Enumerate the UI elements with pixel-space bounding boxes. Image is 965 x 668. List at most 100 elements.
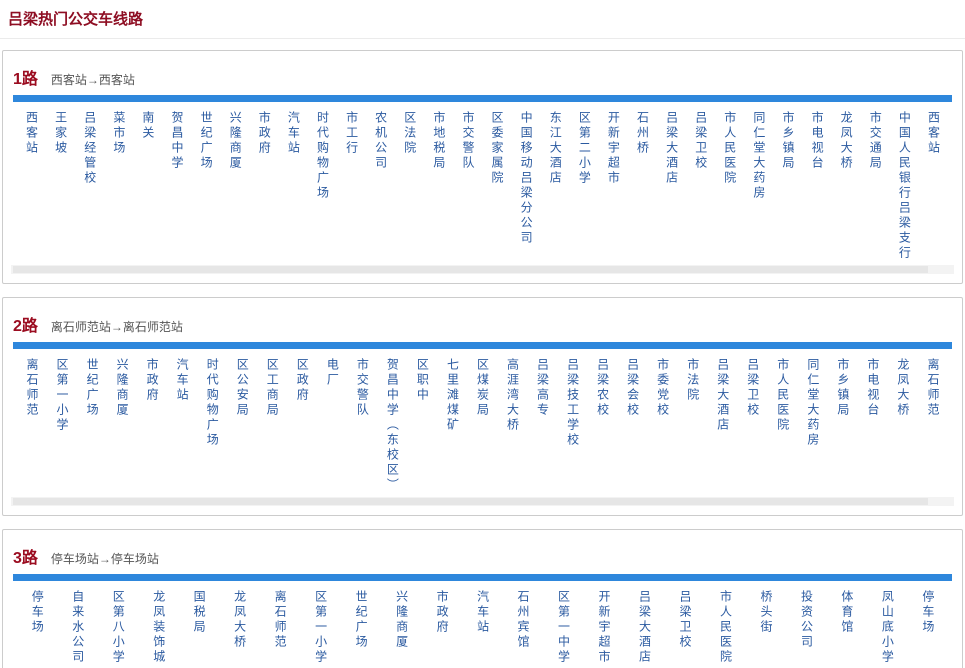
station-name[interactable]: 电厂 — [325, 358, 340, 388]
station-name[interactable]: 西客站 — [24, 111, 39, 156]
station-name[interactable]: 区工商局 — [265, 358, 280, 418]
station-name[interactable]: 农机公司 — [373, 111, 388, 171]
station-name[interactable]: 停车场 — [30, 590, 45, 635]
station-name[interactable]: 龙凤大桥 — [232, 590, 247, 650]
station-name[interactable]: 市乡镇局 — [780, 111, 795, 171]
station-name[interactable]: 市交警队 — [460, 111, 475, 171]
station-name[interactable]: 开新宇超市 — [606, 111, 621, 186]
route-number[interactable]: 3路 — [13, 550, 38, 567]
station-name[interactable]: 停车场 — [920, 590, 935, 635]
station-name[interactable]: 中国人民银行吕梁支行 — [897, 111, 912, 261]
station-name[interactable]: 市人民医院 — [722, 111, 737, 186]
station-name[interactable]: 时代购物广场 — [205, 358, 220, 448]
station-name[interactable]: 吕梁卫校 — [745, 358, 760, 418]
station-name[interactable]: 石州宾馆 — [516, 590, 531, 650]
station-name[interactable]: 市电视台 — [810, 111, 825, 171]
station-name[interactable]: 吕梁大酒店 — [664, 111, 679, 186]
station-name[interactable]: 离石师范 — [273, 590, 288, 650]
station-name[interactable]: 汽车站 — [175, 358, 190, 403]
station-name[interactable]: 吕梁技工学校 — [565, 358, 580, 448]
station-name[interactable]: 时代购物广场 — [315, 111, 330, 201]
station-name[interactable]: 市法院 — [685, 358, 700, 403]
station-name[interactable]: 龙凤大桥 — [895, 358, 910, 418]
station-name[interactable]: 中国移动吕梁分公司 — [519, 111, 534, 246]
station-name[interactable]: 兴隆商厦 — [394, 590, 409, 650]
station-name[interactable]: 区法院 — [402, 111, 417, 156]
station-name[interactable]: 东江大酒店 — [548, 111, 563, 186]
route-direction: 停车场站→停车场站 — [50, 552, 159, 566]
station-name[interactable]: 开新宇超市 — [597, 590, 612, 665]
station-name[interactable]: 离石师范 — [25, 358, 40, 418]
station-name[interactable]: 吕梁经管校 — [82, 111, 97, 186]
station-name[interactable]: 市委党校 — [655, 358, 670, 418]
horizontal-scrollbar[interactable] — [11, 265, 954, 274]
station-name[interactable]: 国税局 — [192, 590, 207, 635]
station-name[interactable]: 市政府 — [145, 358, 160, 403]
route-header: 2路 离石师范站→离石师范站 — [3, 298, 962, 342]
station-name[interactable]: 吕梁会校 — [625, 358, 640, 418]
station-name[interactable]: 汽车站 — [475, 590, 490, 635]
station-name[interactable]: 高涯湾大桥 — [505, 358, 520, 433]
station-name[interactable]: 吕梁卫校 — [677, 590, 692, 650]
station-name[interactable]: 吕梁高专 — [535, 358, 550, 418]
scrollbar-thumb[interactable] — [13, 498, 928, 505]
station-name[interactable]: 离石师范 — [925, 358, 940, 418]
station-name[interactable]: 市电视台 — [865, 358, 880, 418]
station-name[interactable]: 同仁堂大药房 — [751, 111, 766, 201]
station-name[interactable]: 区委家属院 — [490, 111, 505, 186]
station-name[interactable]: 市地税局 — [431, 111, 446, 171]
station-name[interactable]: 世纪广场 — [85, 358, 100, 418]
station-name[interactable]: 市工行 — [344, 111, 359, 156]
station-name[interactable]: 贺昌中学 — [170, 111, 185, 171]
station-name[interactable]: 区第一小学 — [55, 358, 70, 433]
station-name[interactable]: 吕梁大酒店 — [715, 358, 730, 433]
station-name[interactable]: 吕梁农校 — [595, 358, 610, 418]
station: 市政府 — [250, 111, 279, 156]
station-name[interactable]: 区公安局 — [235, 358, 250, 418]
station-name[interactable]: 体育馆 — [839, 590, 854, 635]
station-name[interactable]: 吕梁卫校 — [693, 111, 708, 171]
route-number[interactable]: 2路 — [13, 318, 38, 335]
station-name[interactable]: 市人民医院 — [718, 590, 733, 665]
station: 时代购物广场 — [308, 111, 337, 201]
station-name[interactable]: 投资公司 — [799, 590, 814, 650]
station-name[interactable]: 七里滩煤矿 — [445, 358, 460, 433]
station-name[interactable]: 西客站 — [926, 111, 941, 156]
station-name[interactable]: 龙凤大桥 — [839, 111, 854, 171]
station-name[interactable]: 菜市场 — [111, 111, 126, 156]
station-name[interactable]: 兴隆商厦 — [115, 358, 130, 418]
station: 吕梁高专 — [528, 358, 558, 418]
station-name[interactable]: 王家坡 — [53, 111, 68, 156]
station-name[interactable]: 石州桥 — [635, 111, 650, 156]
station-name[interactable]: 同仁堂大药房 — [805, 358, 820, 448]
station-name[interactable]: 市乡镇局 — [835, 358, 850, 418]
station-name[interactable]: 区第二小学 — [577, 111, 592, 186]
station-name[interactable]: 区煤炭局 — [475, 358, 490, 418]
station-name[interactable]: 区第一中学 — [556, 590, 571, 665]
station-name[interactable]: 汽车站 — [286, 111, 301, 156]
station-name[interactable]: 世纪广场 — [199, 111, 214, 171]
station-name[interactable]: 市政府 — [257, 111, 272, 156]
route-number[interactable]: 1路 — [13, 71, 38, 88]
station-name[interactable]: 兴隆商厦 — [228, 111, 243, 171]
station-name[interactable]: 区第一小学 — [313, 590, 328, 665]
station-name[interactable]: 世纪广场 — [354, 590, 369, 650]
station-name[interactable]: 龙凤装饰城 — [151, 590, 166, 665]
station-name[interactable]: 市人民医院 — [775, 358, 790, 433]
station: 市电视台 — [803, 111, 832, 171]
station-name[interactable]: 市交警队 — [355, 358, 370, 418]
station-name[interactable]: 市政府 — [435, 590, 450, 635]
station-name[interactable]: 自来水公司 — [70, 590, 85, 665]
station-name[interactable]: 南关 — [140, 111, 155, 141]
horizontal-scrollbar[interactable] — [11, 497, 954, 506]
station-name[interactable]: 区政府 — [295, 358, 310, 403]
station-name[interactable]: 桥头街 — [758, 590, 773, 635]
scrollbar-thumb[interactable] — [13, 266, 928, 273]
station-name[interactable]: 区职中 — [415, 358, 430, 403]
station-name[interactable]: 区第八小学 — [111, 590, 126, 665]
station: 兴隆商厦 — [221, 111, 250, 171]
station-name[interactable]: 贺昌中学（东校区） — [385, 358, 400, 493]
station-name[interactable]: 市交通局 — [868, 111, 883, 171]
station-name[interactable]: 吕梁大酒店 — [637, 590, 652, 665]
station-name[interactable]: 凤山底小学 — [880, 590, 895, 665]
